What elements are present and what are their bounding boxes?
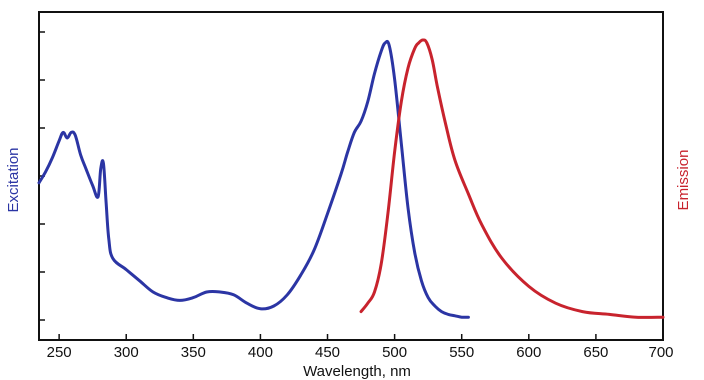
y-axis-ticks [39,31,45,321]
x-tick-label: 250 [47,344,72,361]
y-axis-title-emission: Emission [675,150,692,211]
x-axis-title: Wavelength, nm [303,363,411,380]
x-tick-label: 450 [315,344,340,361]
series-layer [37,38,665,319]
x-tick-label: 350 [181,344,206,361]
x-tick-label: 650 [583,344,608,361]
x-tick-label: 400 [248,344,273,361]
x-tick-label: 600 [516,344,541,361]
x-axis-ticks: 250 300 350 400 450 500 550 600 650 700 [47,334,674,361]
x-tick-label: 300 [114,344,139,361]
series-line-excitation [37,39,470,319]
x-tick-label: 700 [648,344,673,361]
y-axis-title-excitation: Excitation [5,147,22,212]
plot-frame [38,11,664,341]
x-tick-label: 550 [449,344,474,361]
series-line-emission [359,38,665,319]
x-tick-label: 500 [382,344,407,361]
